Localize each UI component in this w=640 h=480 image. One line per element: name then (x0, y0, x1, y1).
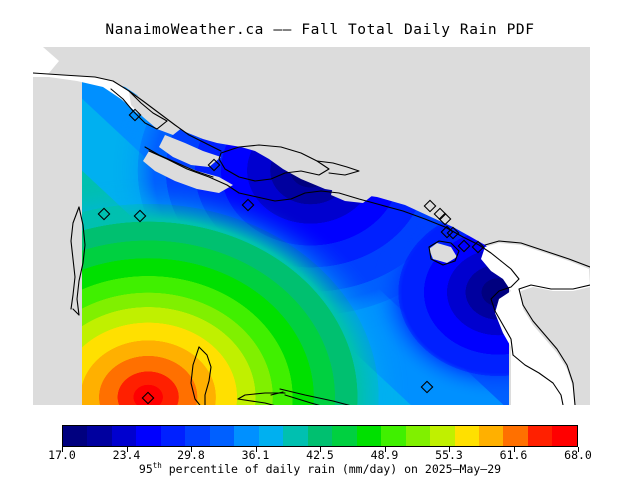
colorbar (62, 425, 579, 452)
caption-suffix: percentile of daily rain (mm/day) on 202… (161, 461, 502, 476)
colorbar-tick-4 (320, 447, 321, 452)
caption-prefix: 95 (138, 461, 153, 476)
colorbar-caption: 95th percentile of daily rain (mm/day) o… (0, 461, 640, 476)
station-marker (423, 199, 437, 213)
colorbar-tick-1 (126, 447, 128, 452)
colorbar-segment-1 (87, 426, 112, 446)
colorbar-segment-7 (234, 426, 259, 446)
colorbar-tick-7 (513, 447, 515, 452)
colorbar-segment-8 (258, 426, 284, 446)
colorbar-ticks (62, 447, 579, 457)
station-marker (433, 207, 447, 221)
colorbar-segment-9 (283, 426, 308, 446)
colorbar-tick-label-6: 55.3 (435, 448, 463, 462)
colorbar-tick-label-4: 42.5 (306, 448, 334, 462)
colorbar-tick-2 (191, 447, 192, 452)
map-plot-area (33, 47, 590, 405)
colorbar-swatches (62, 425, 578, 447)
colorbar-segment-20 (552, 426, 577, 446)
colorbar-segment-5 (185, 426, 210, 446)
station-marker (128, 108, 142, 122)
colorbar-tick-5 (384, 447, 386, 452)
colorbar-tick-label-7: 61.6 (499, 448, 528, 462)
colorbar-tick-label-5: 48.9 (370, 448, 399, 462)
colorbar-tick-6 (449, 447, 450, 452)
colorbar-segment-14 (405, 426, 431, 446)
colorbar-segment-19 (527, 426, 553, 446)
coastline-overlay (33, 72, 590, 405)
colorbar-segment-12 (356, 426, 382, 446)
colorbar-tick-label-8: 68.0 (564, 448, 592, 462)
station-marker (420, 380, 434, 394)
station-marker (141, 391, 155, 405)
colorbar-segment-18 (503, 426, 528, 446)
colorbar-tick-label-1: 23.4 (112, 448, 141, 462)
colorbar-segment-0 (63, 426, 88, 446)
colorbar-segment-4 (160, 426, 186, 446)
colorbar-segment-15 (430, 426, 455, 446)
station-marker (241, 198, 255, 212)
station-marker (457, 239, 471, 253)
colorbar-tick-label-2: 29.8 (177, 448, 205, 462)
station-marker (207, 158, 221, 172)
colorbar-tick-8 (578, 447, 579, 452)
colorbar-segment-17 (478, 426, 504, 446)
colorbar-tick-3 (255, 447, 257, 452)
colorbar-segment-11 (332, 426, 357, 446)
colorbar-segment-6 (209, 426, 235, 446)
station-marker (471, 240, 485, 254)
station-marker (97, 207, 111, 221)
chart-title: NanaimoWeather.ca —— Fall Total Daily Ra… (105, 22, 535, 38)
colorbar-tick-0 (62, 447, 63, 452)
colorbar-tick-labels: 17.0 23.4 29.8 36.1 42.5 48.9 55.3 61.6 68.0 (0, 448, 640, 462)
land-mask-overlay (33, 47, 590, 405)
station-marker (133, 209, 147, 223)
colorbar-segment-2 (111, 426, 137, 446)
station-marker (438, 212, 452, 226)
station-markers-overlay (97, 108, 485, 405)
colorbar-tick-label-0: 17.0 (48, 448, 76, 462)
caption-superscript: th (152, 461, 162, 470)
colorbar-segment-3 (136, 426, 161, 446)
station-marker (446, 226, 460, 240)
colorbar-segment-16 (454, 426, 479, 446)
colorbar-segment-13 (381, 426, 406, 446)
colorbar-tick-label-3: 36.1 (241, 448, 270, 462)
colorbar-segment-10 (307, 426, 333, 446)
